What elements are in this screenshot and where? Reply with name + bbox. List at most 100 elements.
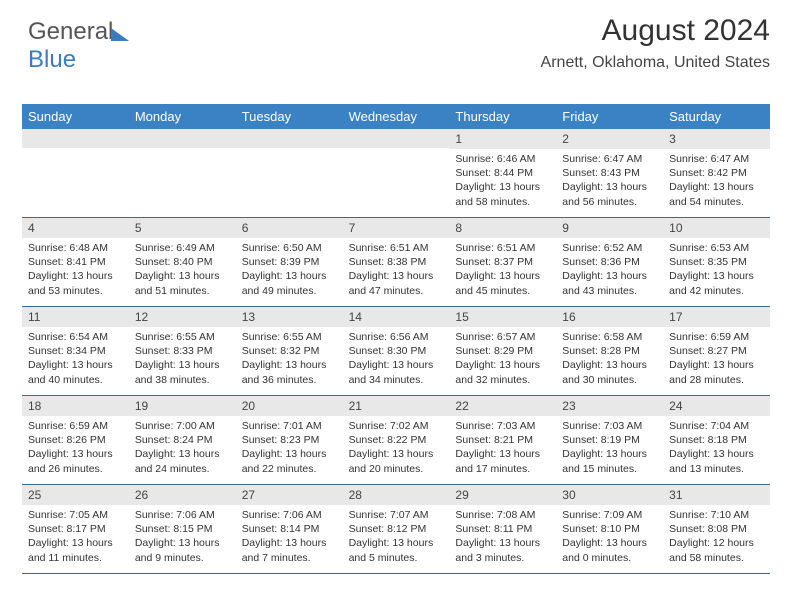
daylight-text: Daylight: 13 hours and 45 minutes. [455, 269, 550, 297]
day-number: 1 [449, 129, 556, 149]
day-number: 12 [129, 307, 236, 327]
day-number: 31 [663, 485, 770, 505]
day-header-row: Sunday Monday Tuesday Wednesday Thursday… [22, 104, 770, 129]
sunrise-text: Sunrise: 7:03 AM [562, 419, 657, 433]
day-cell: 26 Sunrise: 7:06 AMSunset: 8:15 PMDayligh… [129, 485, 236, 573]
sunrise-text: Sunrise: 7:02 AM [349, 419, 444, 433]
day-cell: 16Sunrise: 6:58 AMSunset: 8:28 PMDayligh… [556, 307, 663, 395]
day-cell: 18Sunrise: 6:59 AMSunset: 8:26 PMDayligh… [22, 396, 129, 484]
day-cell: 13Sunrise: 6:55 AMSunset: 8:32 PMDayligh… [236, 307, 343, 395]
sunset-text: Sunset: 8:40 PM [135, 255, 230, 269]
daylight-text: Daylight: 13 hours and 26 minutes. [28, 447, 123, 475]
sunset-text: Sunset: 8:08 PM [669, 522, 764, 536]
day-cell: 29 Sunrise: 7:08 AMSunset: 8:11 PMDayligh… [449, 485, 556, 573]
logo-triangle-icon [111, 28, 129, 41]
day-cell: 21Sunrise: 7:02 AMSunset: 8:22 PMDayligh… [343, 396, 450, 484]
day-cell: 10Sunrise: 6:53 AMSunset: 8:35 PMDayligh… [663, 218, 770, 306]
day-info: Sunrise: 6:46 AMSunset: 8:44 PMDaylight:… [449, 152, 556, 209]
sunset-text: Sunset: 8:37 PM [455, 255, 550, 269]
day-number: 17 [663, 307, 770, 327]
sunrise-text: Sunrise: 6:51 AM [349, 241, 444, 255]
sunrise-text: Sunrise: 6:55 AM [135, 330, 230, 344]
day-number [343, 129, 450, 148]
day-cell: 14Sunrise: 6:56 AMSunset: 8:30 PMDayligh… [343, 307, 450, 395]
daylight-text: Daylight: 13 hours and 28 minutes. [669, 358, 764, 386]
sunset-text: Sunset: 8:34 PM [28, 344, 123, 358]
daylight-text: Daylight: 13 hours and 30 minutes. [562, 358, 657, 386]
day-info: Sunrise: 7:03 AMSunset: 8:21 PMDaylight:… [449, 419, 556, 476]
day-cell [236, 129, 343, 217]
daylight-text: Daylight: 13 hours and 38 minutes. [135, 358, 230, 386]
weeks-container: 1 Sunrise: 6:46 AMSunset: 8:44 PMDaylight… [22, 129, 770, 574]
day-cell [129, 129, 236, 217]
sunset-text: Sunset: 8:22 PM [349, 433, 444, 447]
day-info: Sunrise: 6:52 AMSunset: 8:36 PMDaylight:… [556, 241, 663, 298]
daylight-text: Daylight: 13 hours and 13 minutes. [669, 447, 764, 475]
daylight-text: Daylight: 13 hours and 17 minutes. [455, 447, 550, 475]
day-header: Sunday [22, 104, 129, 129]
sunset-text: Sunset: 8:41 PM [28, 255, 123, 269]
day-info: Sunrise: 6:47 AMSunset: 8:43 PMDaylight:… [556, 152, 663, 209]
day-header: Monday [129, 104, 236, 129]
logo-text-2: Blue [28, 46, 76, 73]
logo: General Blue [28, 18, 129, 74]
day-cell: 2Sunrise: 6:47 AMSunset: 8:43 PMDaylight… [556, 129, 663, 217]
day-number: 23 [556, 396, 663, 416]
sunset-text: Sunset: 8:30 PM [349, 344, 444, 358]
day-number [22, 129, 129, 148]
day-info: Sunrise: 7:08 AMSunset: 8:11 PMDaylight:… [449, 508, 556, 565]
daylight-text: Daylight: 13 hours and 49 minutes. [242, 269, 337, 297]
week-row: 25Sunrise: 7:05 AMSunset: 8:17 PMDayligh… [22, 485, 770, 574]
day-number: 24 [663, 396, 770, 416]
day-number: 21 [343, 396, 450, 416]
sunset-text: Sunset: 8:26 PM [28, 433, 123, 447]
week-row: 18Sunrise: 6:59 AMSunset: 8:26 PMDayligh… [22, 396, 770, 485]
day-info: Sunrise: 7:01 AMSunset: 8:23 PMDaylight:… [236, 419, 343, 476]
day-cell: 11Sunrise: 6:54 AMSunset: 8:34 PMDayligh… [22, 307, 129, 395]
sunrise-text: Sunrise: 6:59 AM [669, 330, 764, 344]
day-cell: 30Sunrise: 7:09 AMSunset: 8:10 PMDayligh… [556, 485, 663, 573]
day-info: Sunrise: 6:54 AMSunset: 8:34 PMDaylight:… [22, 330, 129, 387]
header: August 2024 Arnett, Oklahoma, United Sta… [541, 14, 770, 72]
day-info: Sunrise: 6:47 AMSunset: 8:42 PMDaylight:… [663, 152, 770, 209]
day-info: Sunrise: 7:06 AMSunset: 8:15 PMDaylight:… [129, 508, 236, 565]
sunset-text: Sunset: 8:42 PM [669, 166, 764, 180]
day-cell: 17 Sunrise: 6:59 AMSunset: 8:27 PMDayligh… [663, 307, 770, 395]
daylight-text: Daylight: 13 hours and 42 minutes. [669, 269, 764, 297]
day-cell: 22 Sunrise: 7:03 AMSunset: 8:21 PMDayligh… [449, 396, 556, 484]
day-number: 19 [129, 396, 236, 416]
sunset-text: Sunset: 8:21 PM [455, 433, 550, 447]
week-row: 4Sunrise: 6:48 AMSunset: 8:41 PMDaylight… [22, 218, 770, 307]
sunset-text: Sunset: 8:19 PM [562, 433, 657, 447]
day-info: Sunrise: 7:09 AMSunset: 8:10 PMDaylight:… [556, 508, 663, 565]
day-info: Sunrise: 6:59 AMSunset: 8:27 PMDaylight:… [663, 330, 770, 387]
day-cell: 27Sunrise: 7:06 AMSunset: 8:14 PMDayligh… [236, 485, 343, 573]
day-cell: 9 Sunrise: 6:52 AMSunset: 8:36 PMDaylight… [556, 218, 663, 306]
day-info: Sunrise: 6:51 AMSunset: 8:38 PMDaylight:… [343, 241, 450, 298]
daylight-text: Daylight: 13 hours and 40 minutes. [28, 358, 123, 386]
day-number: 29 [449, 485, 556, 505]
daylight-text: Daylight: 13 hours and 53 minutes. [28, 269, 123, 297]
day-info: Sunrise: 6:59 AMSunset: 8:26 PMDaylight:… [22, 419, 129, 476]
daylight-text: Daylight: 13 hours and 51 minutes. [135, 269, 230, 297]
sunrise-text: Sunrise: 7:10 AM [669, 508, 764, 522]
day-number: 8 [449, 218, 556, 238]
day-number: 15 [449, 307, 556, 327]
sunrise-text: Sunrise: 6:48 AM [28, 241, 123, 255]
sunrise-text: Sunrise: 7:05 AM [28, 508, 123, 522]
sunset-text: Sunset: 8:12 PM [349, 522, 444, 536]
daylight-text: Daylight: 13 hours and 22 minutes. [242, 447, 337, 475]
day-cell: 8Sunrise: 6:51 AMSunset: 8:37 PMDaylight… [449, 218, 556, 306]
day-cell: 28Sunrise: 7:07 AMSunset: 8:12 PMDayligh… [343, 485, 450, 573]
day-cell: 20Sunrise: 7:01 AMSunset: 8:23 PMDayligh… [236, 396, 343, 484]
day-number: 3 [663, 129, 770, 149]
day-cell: 19Sunrise: 7:00 AMSunset: 8:24 PMDayligh… [129, 396, 236, 484]
day-header: Tuesday [236, 104, 343, 129]
day-number: 9 [556, 218, 663, 238]
sunrise-text: Sunrise: 7:08 AM [455, 508, 550, 522]
week-row: 1 Sunrise: 6:46 AMSunset: 8:44 PMDaylight… [22, 129, 770, 218]
sunrise-text: Sunrise: 7:01 AM [242, 419, 337, 433]
day-number: 26 [129, 485, 236, 505]
day-number: 22 [449, 396, 556, 416]
sunset-text: Sunset: 8:35 PM [669, 255, 764, 269]
